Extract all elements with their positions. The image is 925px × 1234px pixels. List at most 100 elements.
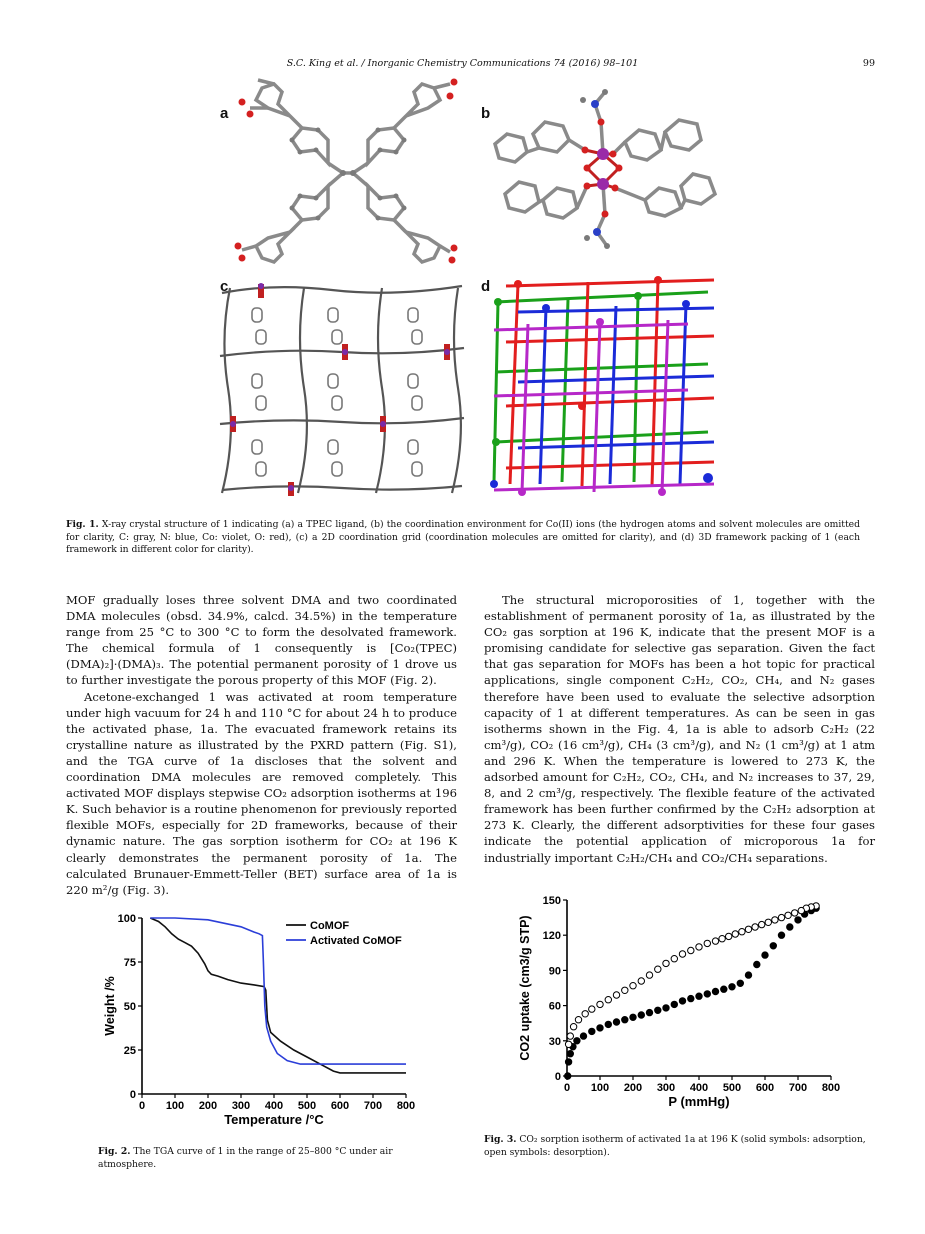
left-column: MOF gradually loses three solvent DMA an… [66,592,457,898]
panel-label-b: b [481,105,491,122]
adsorption-point [629,1013,637,1022]
figure2-caption-text: The TGA curve of 1 in the range of 25–80… [98,1146,393,1170]
desorption-point [764,918,773,926]
figure2-caption: Fig. 2. The TGA curve of 1 in the range … [98,1146,438,1171]
adsorption-point [711,987,720,996]
desorption-point [718,935,726,943]
desorption-point [588,1005,596,1013]
desorption-point [738,928,746,936]
desorption-point [703,939,712,948]
desorption-point [574,1016,583,1024]
left-paragraph-1: MOF gradually loses three solvent DMA an… [66,593,457,688]
figure1-caption-label: Fig. 1. [66,519,99,530]
desorption-point [777,913,786,922]
adsorption-point [761,951,769,959]
adsorption-point [769,942,777,950]
desorption-point [725,932,733,941]
adsorption-point [736,979,745,988]
adsorption-point [588,1027,596,1036]
3d-framework-packing [490,276,715,496]
y-tick-label: 0 [555,1071,561,1083]
adsorption-point [695,992,703,1000]
desorption-point [604,996,613,1004]
desorption-point [744,925,753,933]
desorption-point [645,971,654,979]
adsorption-point [645,1008,654,1017]
adsorption-point [744,971,753,979]
adsorption-point [670,1000,679,1009]
adsorption-point [566,1050,574,1058]
x-tick-label: 200 [199,1100,217,1112]
y-tick-label: 60 [549,1001,561,1013]
y-tick-label: 150 [543,895,561,907]
desorption-point [670,955,679,963]
desorption-point [791,909,799,917]
figure1-caption: Fig. 1. X-ray crystal structure of 1 ind… [66,519,860,557]
x-tick-label: 0 [139,1100,145,1112]
desorption-point [654,965,662,973]
x-axis-title: Temperature /°C [224,1112,324,1127]
adsorption-point [596,1024,604,1032]
x-tick-label: 800 [822,1082,840,1094]
x-tick-label: 200 [624,1082,642,1094]
desorption-point [662,959,670,968]
panel-label-a: a [220,105,229,122]
desorption-point [564,1040,573,1049]
panel-label-d: d [481,278,491,295]
desorption-point [797,906,805,915]
desorption-point [612,991,621,999]
desorption-point [678,950,687,958]
desorption-point [687,946,695,955]
adsorption-point [564,1072,572,1080]
left-paragraph-2: Acetone-exchanged 1 was activated at roo… [66,689,457,897]
adsorption-point [621,1016,629,1024]
adsorption-point [637,1011,646,1019]
adsorption-point [794,916,802,924]
x-tick-label: 600 [756,1082,774,1094]
co-coordination-structure [493,89,718,249]
adsorption-point [654,1006,662,1015]
desorption-point [596,1000,604,1009]
figure1-caption-text: X-ray crystal structure of 1 indicating … [66,519,861,555]
adsorption-point [604,1020,613,1029]
figure3-caption-label: Fig. 3. [484,1134,517,1145]
adsorption-point [728,983,736,991]
adsorption-point [573,1037,581,1045]
journal-citation: S.C. King et al. / Inorganic Chemistry C… [286,58,639,69]
series-line-2 [150,917,406,1065]
y-tick-label: 30 [549,1036,561,1048]
y-axis-title: CO2 uptake (cm3/g STP) [518,915,532,1060]
desorption-point [581,1010,589,1018]
desorption-point [784,911,792,919]
y-tick-label: 25 [124,1045,136,1057]
figure2-caption-label: Fig. 2. [98,1146,131,1157]
adsorption-point [612,1018,621,1026]
figure3-caption: Fig. 3. CO₂ sorption isotherm of activat… [484,1134,875,1159]
adsorption-point [753,960,761,969]
desorption-point [637,977,646,985]
adsorption-point [720,985,728,993]
desorption-point [758,920,766,929]
figure3-caption-text: CO₂ sorption isotherm of activated 1a at… [484,1134,866,1158]
adsorption-point [564,1058,573,1066]
y-tick-label: 120 [543,930,561,942]
panel-label-c: c [220,278,229,295]
y-axis-title: Weight /% [103,976,117,1036]
series-line-1 [149,917,406,1074]
y-tick-label: 75 [124,957,136,969]
adsorption-point [687,994,695,1003]
adsorption-point [678,997,687,1005]
desorption-point [566,1032,574,1040]
legend-label-1: CoMOF [310,920,349,932]
desorption-point [629,982,637,990]
x-tick-label: 100 [166,1100,184,1112]
x-tick-label: 0 [564,1082,570,1094]
adsorption-point [786,923,794,931]
x-tick-label: 100 [591,1082,609,1094]
y-tick-label: 90 [549,965,561,977]
desorption-point [621,986,629,995]
co2-isotherm-chart: 0 100 200 300 400 500 600 700 800 0 30 60 90 120 150 P … [518,895,840,1109]
x-tick-label: 700 [789,1082,807,1094]
legend-label-2: Activated CoMOF [310,935,402,947]
adsorption-point [662,1004,670,1012]
